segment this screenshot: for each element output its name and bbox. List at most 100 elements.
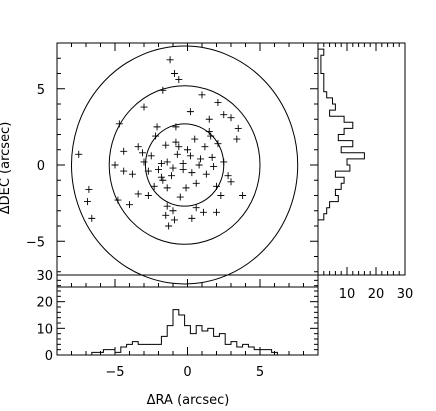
data-point [208,153,216,161]
data-point [233,135,241,143]
data-point [227,114,235,122]
data-point [205,115,213,123]
data-point [163,184,171,192]
ra-hist-y-tick-label: 0 [45,349,53,364]
dec-hist-tick-label: 10 [339,287,356,302]
y-tick-label: 5 [37,83,45,98]
data-point [188,169,196,177]
data-point [169,207,177,215]
data-point [213,208,220,216]
data-point [147,152,155,160]
data-point [140,158,148,166]
data-point [227,178,235,186]
data-point [159,86,167,94]
data-point [83,198,91,206]
main-plot-frame [56,42,319,288]
data-point [157,173,165,181]
data-point [213,182,220,190]
data-point [192,179,200,187]
data-point [173,150,181,158]
data-point [179,166,187,174]
data-point [224,172,232,180]
ra-hist-outline [86,309,284,356]
data-point [202,170,210,178]
data-point [111,161,119,169]
data-point [210,163,218,171]
data-point [220,158,228,166]
data-point [186,152,194,160]
data-point [234,124,242,132]
data-point [115,120,123,128]
data-point [139,149,147,157]
x-tick-label: 5 [256,365,264,380]
data-point [170,216,178,224]
data-point [157,159,165,167]
data-point [192,204,200,212]
data-point [188,214,196,222]
ra-hist-y-tick-label: 20 [36,296,53,311]
ra-hist-y-tick-label: 10 [36,322,53,337]
ra-hist-y-tick-label: 30 [36,269,53,284]
data-point [85,185,93,193]
data-point [169,164,177,172]
x-tick-label: −5 [105,365,124,380]
data-point [198,91,206,99]
dec-hist-frame [317,42,406,276]
data-point [184,146,191,154]
data-point [134,190,142,198]
data-point [150,182,158,190]
data-point [214,98,222,106]
data-point [175,76,183,84]
radius-circle-2 [108,85,261,245]
data-point [140,103,148,111]
data-point [120,147,128,155]
radius-circle-3 [71,45,299,285]
data-point [155,166,162,174]
data-point [165,222,173,230]
data-point [195,161,203,169]
data-point [191,135,199,143]
data-point [126,201,133,209]
data-point [220,111,228,119]
data-point [201,143,209,151]
data-point [159,176,167,184]
data-point [168,172,176,180]
data-point [217,192,225,199]
dec-hist-tick-label: 30 [397,287,414,302]
data-point [75,150,83,158]
data-point [144,167,152,175]
y-tick-label: −5 [26,235,45,250]
data-point [199,208,207,216]
ra-histogram-panel: 0 10 20 30 −5 0 5 [36,269,319,380]
data-point [152,132,160,140]
data-point [197,155,205,163]
data-point [172,138,180,146]
data-point [163,202,171,210]
dec-hist-outline [318,48,365,221]
data-point [214,140,222,148]
data-point [205,127,213,135]
y-tick-label: 0 [37,159,45,174]
data-point [166,56,174,64]
data-point [88,214,96,222]
data-point [153,123,161,131]
data-point [144,192,152,199]
data-point [128,170,136,178]
dec-histogram-panel: 10 20 30 [317,42,414,302]
data-point [134,143,142,151]
x-tick-label: 0 [183,365,191,380]
main-scatter-panel: −5 0 5 [26,42,319,288]
data-point [239,192,247,199]
data-point [182,184,190,192]
data-point [179,159,187,167]
data-point [120,167,128,175]
data-point [175,143,183,151]
data-point [186,108,194,116]
data-point [162,211,170,219]
data-point [163,158,171,166]
dec-hist-tick-label: 20 [368,287,385,302]
data-point [114,196,122,204]
data-point [207,132,215,140]
y-axis-title: ΔDEC (arcsec) [0,122,13,215]
